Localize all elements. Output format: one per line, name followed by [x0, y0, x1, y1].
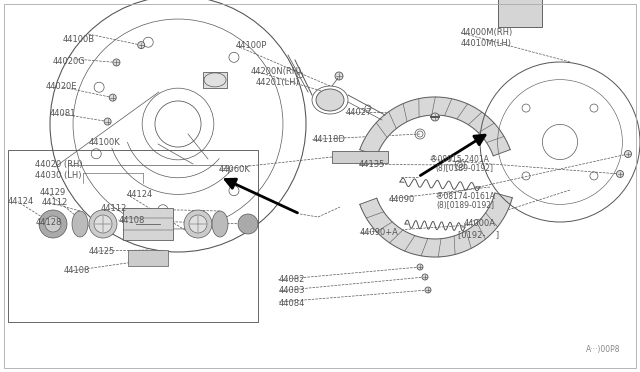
Text: ®08174-0161A: ®08174-0161A [436, 192, 495, 201]
Text: 44081: 44081 [50, 109, 76, 118]
Circle shape [45, 216, 61, 232]
Text: 44129: 44129 [40, 188, 66, 197]
Polygon shape [360, 193, 512, 257]
Circle shape [431, 113, 439, 121]
Bar [498, 0, 542, 27]
Text: (8)[0189-0192]: (8)[0189-0192] [436, 201, 495, 210]
Text: ®08915-2401A: ®08915-2401A [430, 155, 489, 164]
Text: 44082: 44082 [278, 275, 305, 284]
Text: 44010M(LH): 44010M(LH) [461, 39, 512, 48]
Circle shape [89, 210, 117, 238]
Circle shape [109, 94, 116, 101]
Circle shape [238, 214, 258, 234]
Text: 44100K: 44100K [88, 138, 120, 147]
Circle shape [422, 274, 428, 280]
Text: 44020G: 44020G [52, 57, 85, 66]
Text: 44125: 44125 [88, 247, 115, 256]
Text: 44090+A: 44090+A [360, 228, 399, 237]
Text: 44200N(RH): 44200N(RH) [251, 67, 302, 76]
Bar [123, 208, 173, 240]
Text: 44000A: 44000A [464, 219, 496, 228]
Text: A···)00P8: A···)00P8 [586, 345, 621, 354]
Bar [8, 150, 258, 322]
Text: 44100B: 44100B [63, 35, 95, 44]
Circle shape [616, 170, 623, 177]
Text: 44020 (RH): 44020 (RH) [35, 160, 83, 169]
Ellipse shape [72, 211, 88, 237]
Bar [203, 72, 227, 88]
Circle shape [39, 210, 67, 238]
Text: 44000M(RH): 44000M(RH) [461, 28, 513, 37]
Circle shape [335, 72, 343, 80]
Polygon shape [360, 97, 510, 156]
Text: 44084: 44084 [278, 299, 305, 308]
Text: 44124: 44124 [8, 197, 34, 206]
Circle shape [104, 118, 111, 125]
Text: 44108: 44108 [118, 216, 145, 225]
Text: 44030 (LH): 44030 (LH) [35, 171, 82, 180]
Text: 44128: 44128 [35, 218, 61, 227]
Text: 44100P: 44100P [236, 41, 267, 50]
Text: 44083: 44083 [278, 286, 305, 295]
Circle shape [625, 151, 632, 157]
Text: 44201(LH): 44201(LH) [256, 78, 300, 87]
Text: 44118D: 44118D [312, 135, 345, 144]
Circle shape [94, 215, 112, 233]
Circle shape [425, 287, 431, 293]
Text: [0192-    ]: [0192- ] [458, 231, 499, 240]
Text: 44112: 44112 [101, 204, 127, 213]
Circle shape [417, 264, 423, 270]
Circle shape [189, 215, 207, 233]
Text: 44112: 44112 [42, 198, 68, 207]
Circle shape [138, 42, 145, 49]
Text: 44135: 44135 [358, 160, 385, 169]
Ellipse shape [316, 89, 344, 111]
Text: (8)[0189-0192]: (8)[0189-0192] [435, 164, 493, 173]
Circle shape [184, 210, 212, 238]
Text: 44020E: 44020E [46, 82, 77, 91]
Bar [128, 250, 168, 266]
Text: 44090: 44090 [389, 195, 415, 203]
Text: 44060K: 44060K [219, 165, 251, 174]
Text: 44124: 44124 [127, 190, 153, 199]
Text: 44027: 44027 [346, 108, 372, 117]
Ellipse shape [212, 211, 228, 237]
Text: 44108: 44108 [64, 266, 90, 275]
Bar [332, 151, 388, 163]
Circle shape [113, 59, 120, 66]
